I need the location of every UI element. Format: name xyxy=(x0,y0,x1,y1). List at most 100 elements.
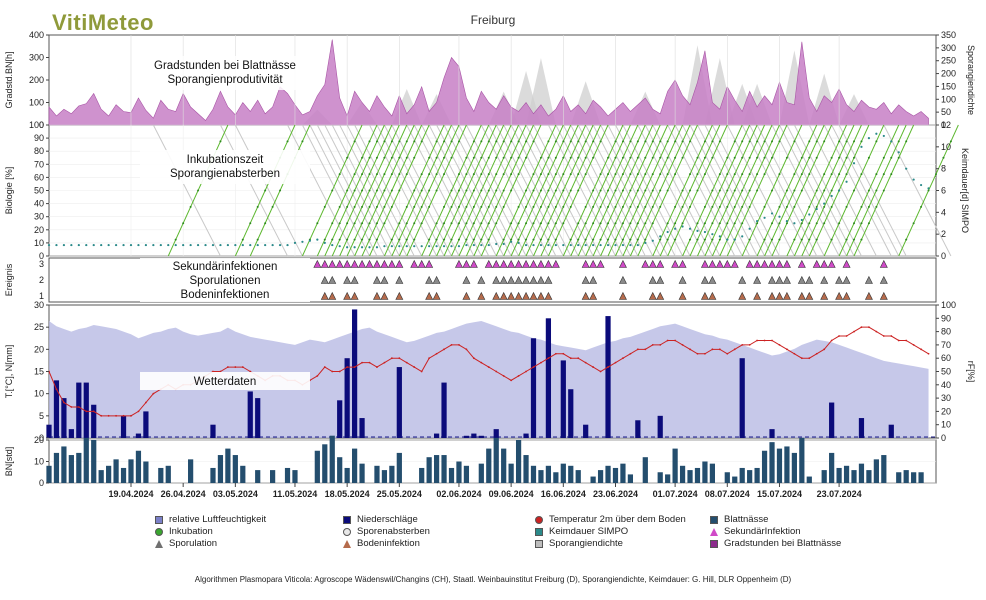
temperatur-point xyxy=(629,352,632,355)
bodeninfektion-marker xyxy=(738,291,747,300)
temperatur-point xyxy=(912,344,915,346)
sporulation-marker xyxy=(432,275,441,284)
inkubation-point xyxy=(808,156,811,159)
keimdauer-point xyxy=(614,243,617,247)
inkubation-point xyxy=(659,189,662,192)
sporangien-y-tick-label: 200 xyxy=(941,69,956,79)
temperatur-point xyxy=(882,335,885,337)
inkubation-point xyxy=(838,156,841,159)
blattnaesse-bar xyxy=(389,465,395,483)
temperatur-point xyxy=(70,406,73,408)
temperatur-point xyxy=(815,352,818,355)
legend-label: Keimdauer SIMPO xyxy=(549,526,629,537)
keimdauer-point xyxy=(718,235,721,238)
inkubation-point xyxy=(607,156,610,159)
sporulation-marker xyxy=(425,275,434,284)
temperatur-point xyxy=(890,335,893,337)
inkubation-point xyxy=(353,238,356,241)
inkubation-point xyxy=(532,173,535,176)
niederschlag-bar xyxy=(396,367,402,438)
date-label: 23.06.2024 xyxy=(593,489,638,499)
blattnaesse-bar xyxy=(61,446,67,483)
niederschlag-bar xyxy=(61,398,67,438)
sekundaerinfektion-marker xyxy=(641,259,650,268)
sekundaerinfektion-marker xyxy=(492,259,501,268)
inkubation-point xyxy=(457,222,460,225)
inkubation-point xyxy=(405,173,408,176)
inkubation-point xyxy=(614,173,617,176)
blattnaesse-bar xyxy=(284,467,291,483)
inkubation-point xyxy=(815,140,818,143)
inkubation-point xyxy=(763,156,766,159)
keimdauer-point xyxy=(562,243,565,247)
biologie-y-tick-label: 40 xyxy=(34,199,44,209)
blattnaesse-bar xyxy=(232,455,238,483)
keimdauer-point xyxy=(457,245,461,248)
blattnaesse-bar xyxy=(426,457,432,483)
sekundaerinfektion-marker xyxy=(820,259,829,268)
sporenabsterben-line xyxy=(592,124,661,257)
inkubation-point xyxy=(338,205,341,208)
niederschlag-bar xyxy=(471,433,477,438)
sporulation-marker xyxy=(805,275,814,284)
bodeninfektion-marker xyxy=(864,291,873,300)
inkubation-point xyxy=(398,156,401,159)
inkubation-point xyxy=(353,173,356,176)
keimdauer-y-tick-label: 4 xyxy=(941,207,946,217)
inkubation-point xyxy=(845,140,848,143)
blattnaesse-bar xyxy=(896,472,902,483)
inkubation-point xyxy=(875,205,878,208)
blattnaesse-bar xyxy=(702,461,708,483)
sporenabsterben-line xyxy=(771,124,840,257)
sekundaerinfektion-marker xyxy=(768,259,777,268)
keimdauer-point xyxy=(823,202,826,205)
inkubation-point xyxy=(517,156,520,159)
legend-label: relative Luftfeuchtigkeit xyxy=(169,514,267,525)
sporulation-marker xyxy=(753,275,762,284)
inkubation-point xyxy=(487,173,490,176)
inkubation-point xyxy=(815,156,818,159)
inkubation-point xyxy=(517,238,520,241)
sporenabsterben-line xyxy=(376,124,445,257)
sporenabsterben-line xyxy=(779,124,847,257)
blattnaesse-bar xyxy=(351,448,358,483)
inkubation-point xyxy=(375,205,378,208)
inkubation-point xyxy=(793,238,796,241)
inkubation-point xyxy=(830,173,833,176)
sporangien-y-tick-label: 250 xyxy=(941,56,956,66)
temperatur-point xyxy=(383,361,386,364)
inkubation-point xyxy=(651,189,654,192)
inkubation-point xyxy=(800,189,803,192)
inkubation-point xyxy=(703,173,706,176)
legend-swatch xyxy=(710,539,718,548)
inkubation-point xyxy=(644,173,647,176)
inkubation-point xyxy=(569,140,572,143)
inkubation-point xyxy=(621,222,624,225)
blattnaesse-bar xyxy=(98,470,104,483)
rf-y-tick-label: 100 xyxy=(941,300,956,310)
keimdauer-point xyxy=(85,243,88,247)
sekundaerinfektion-marker xyxy=(745,259,754,268)
legend-label: Temperatur 2m über dem Boden xyxy=(549,514,686,525)
keimdauer-point xyxy=(405,245,408,248)
inkubation-point xyxy=(771,189,774,192)
sporulation-marker xyxy=(864,275,873,284)
inkubation-point xyxy=(711,140,714,143)
temperatur-point xyxy=(443,348,445,351)
inkubation-point xyxy=(361,173,364,176)
vitimeteo-logo: VitiMeteo xyxy=(52,10,154,35)
inkubation-point xyxy=(815,238,818,241)
inkubation-point xyxy=(845,238,848,241)
temperatur-point xyxy=(510,379,513,382)
sporenabsterben-line xyxy=(741,124,810,257)
sporulation-marker xyxy=(343,275,352,284)
inkubation-point xyxy=(554,205,557,208)
keimdauer-point xyxy=(897,151,900,154)
blattnaesse-bar xyxy=(53,452,60,483)
temperatur-point xyxy=(212,370,214,373)
blattnaesse-bar xyxy=(575,470,581,483)
keimdauer-point xyxy=(838,189,841,192)
date-label: 19.04.2024 xyxy=(108,489,153,499)
inkubation-point xyxy=(607,238,610,241)
keimdauer-point xyxy=(435,245,438,248)
